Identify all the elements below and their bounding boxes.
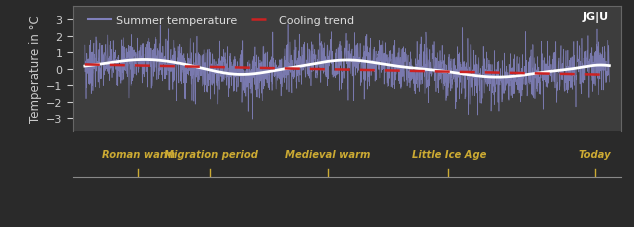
Y-axis label: Temperature in °C: Temperature in °C [29, 16, 42, 123]
Legend: Summer temperature, Cooling trend: Summer temperature, Cooling trend [84, 11, 358, 30]
Text: Roman warm: Roman warm [102, 150, 175, 160]
Text: JG|U: JG|U [583, 12, 609, 23]
Text: Migration period: Migration period [164, 150, 258, 160]
Text: Medieval warm: Medieval warm [285, 150, 371, 160]
Text: Little Ice Age: Little Ice Age [413, 150, 487, 160]
Text: Today: Today [579, 150, 611, 160]
